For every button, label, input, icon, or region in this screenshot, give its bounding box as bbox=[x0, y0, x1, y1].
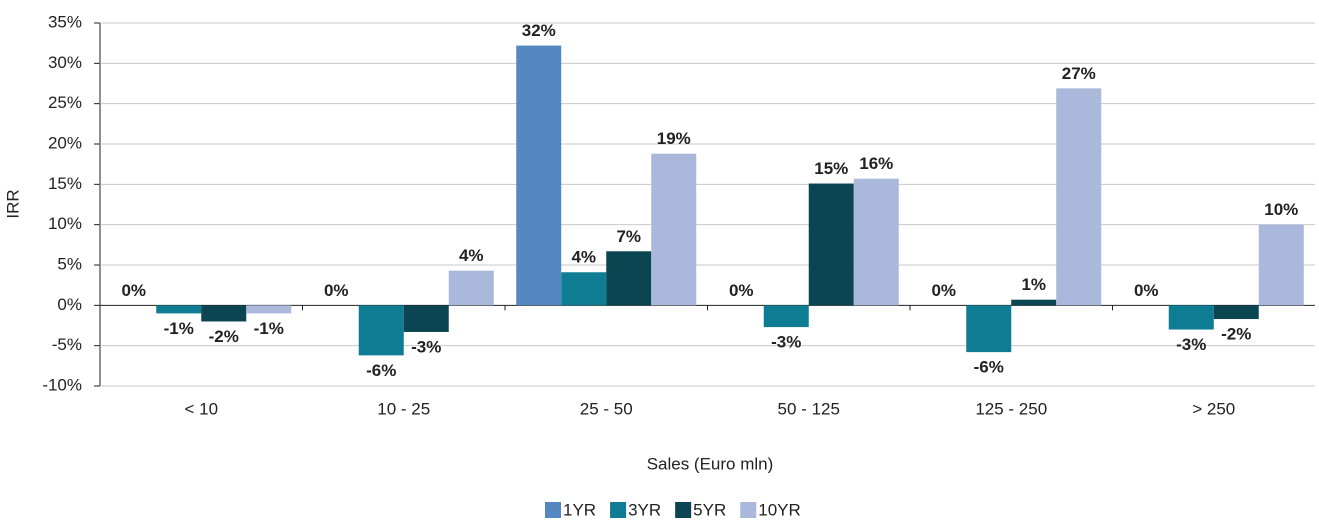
legend-label: 5YR bbox=[693, 500, 726, 519]
x-tick-label: 50 - 125 bbox=[778, 399, 840, 418]
bar bbox=[156, 305, 202, 314]
value-label: 7% bbox=[616, 227, 641, 246]
value-label: 10% bbox=[1264, 200, 1298, 219]
bar bbox=[1011, 299, 1057, 306]
x-tick-label: > 250 bbox=[1192, 399, 1235, 418]
value-label: -1% bbox=[254, 319, 284, 338]
value-label: 16% bbox=[859, 154, 893, 173]
value-label: 0% bbox=[324, 281, 349, 300]
x-tick-label: 25 - 50 bbox=[580, 399, 633, 418]
value-label: -1% bbox=[164, 319, 194, 338]
y-tick-label: 25% bbox=[48, 93, 82, 112]
value-label: -3% bbox=[1176, 335, 1206, 354]
value-label: -3% bbox=[411, 337, 441, 356]
y-tick-label: 5% bbox=[57, 254, 82, 273]
value-label: -2% bbox=[209, 327, 239, 346]
legend-swatch bbox=[740, 502, 757, 518]
y-tick-label: -5% bbox=[52, 335, 82, 354]
value-label: 32% bbox=[522, 21, 556, 40]
bar bbox=[201, 305, 247, 322]
bar bbox=[403, 305, 449, 332]
legend-label: 3YR bbox=[628, 500, 661, 519]
bar bbox=[448, 270, 494, 306]
bar bbox=[516, 45, 562, 306]
value-label: 0% bbox=[931, 281, 956, 300]
value-label: 0% bbox=[1134, 281, 1159, 300]
bar bbox=[1056, 88, 1102, 306]
legend-swatch bbox=[610, 502, 627, 518]
bar bbox=[1258, 224, 1304, 306]
legend-label: 10YR bbox=[758, 500, 801, 519]
y-tick-label: 30% bbox=[48, 53, 82, 72]
bar bbox=[561, 272, 607, 306]
y-tick-label: 35% bbox=[48, 12, 82, 31]
y-tick-label: 20% bbox=[48, 133, 82, 152]
bar bbox=[358, 305, 404, 356]
x-tick-label: < 10 bbox=[184, 399, 218, 418]
bar bbox=[853, 178, 899, 306]
value-label: 27% bbox=[1062, 64, 1096, 83]
value-label: 0% bbox=[729, 281, 754, 300]
x-tick-label: 125 - 250 bbox=[975, 399, 1047, 418]
value-label: 19% bbox=[657, 129, 691, 148]
bar bbox=[606, 251, 652, 306]
value-label: 4% bbox=[571, 248, 596, 267]
bar bbox=[808, 183, 854, 306]
value-label: -3% bbox=[771, 333, 801, 352]
value-label: -6% bbox=[366, 361, 396, 380]
y-axis-title: IRR bbox=[3, 189, 22, 218]
legend-swatch bbox=[545, 502, 561, 518]
bar bbox=[966, 305, 1012, 353]
value-label: -6% bbox=[974, 358, 1004, 377]
y-tick-label: 15% bbox=[48, 174, 82, 193]
bar bbox=[1213, 305, 1259, 320]
y-tick-label: 0% bbox=[57, 295, 82, 314]
x-axis-title: Sales (Euro mln) bbox=[647, 454, 774, 473]
legend-label: 1YR bbox=[563, 500, 596, 519]
value-label: -2% bbox=[1221, 325, 1251, 344]
bar bbox=[763, 305, 809, 328]
y-tick-label: 10% bbox=[48, 214, 82, 233]
value-label: 1% bbox=[1021, 275, 1046, 294]
legend-swatch bbox=[675, 502, 692, 518]
y-tick-label: -10% bbox=[42, 375, 82, 394]
x-tick-label: 10 - 25 bbox=[377, 399, 430, 418]
value-label: 0% bbox=[121, 281, 146, 300]
value-label: 15% bbox=[814, 159, 848, 178]
value-label: 4% bbox=[459, 246, 484, 265]
bar bbox=[651, 153, 697, 306]
bar bbox=[246, 305, 292, 314]
bar bbox=[1168, 305, 1214, 330]
